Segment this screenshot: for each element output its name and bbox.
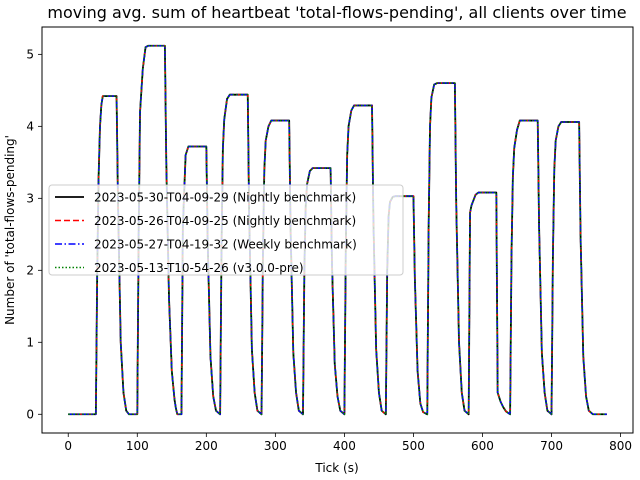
chart-title: moving avg. sum of heartbeat 'total-flow… xyxy=(47,3,626,22)
series-line-4 xyxy=(68,44,607,416)
x-tick-label: 500 xyxy=(402,439,425,453)
y-axis-label: Number of 'total-flows-pending' xyxy=(3,135,17,325)
x-tick-label: 300 xyxy=(264,439,287,453)
legend-frame xyxy=(48,184,404,276)
legend-label-3: 2023-05-27-T04-19-32 (Weekly benchmark) xyxy=(94,238,357,252)
y-axis: 0 1 2 3 4 5 xyxy=(26,47,42,421)
legend: 2023-05-30-T04-09-29 (Nightly benchmark)… xyxy=(48,184,404,276)
y-tick-label: 5 xyxy=(26,47,34,61)
y-tick-label: 0 xyxy=(26,407,34,421)
x-tick-label: 400 xyxy=(333,439,356,453)
legend-label-2: 2023-05-26-T04-09-25 (Nightly benchmark) xyxy=(94,214,356,228)
plot-frame xyxy=(41,26,634,434)
legend-label-1: 2023-05-30-T04-09-29 (Nightly benchmark) xyxy=(94,191,356,205)
x-tick-label: 200 xyxy=(195,439,218,453)
x-axis: 0 100 200 300 400 500 600 700 800 xyxy=(64,433,632,453)
x-tick-label: 100 xyxy=(126,439,149,453)
y-tick-label: 3 xyxy=(26,191,34,205)
x-tick-label: 600 xyxy=(471,439,494,453)
x-tick-label: 800 xyxy=(609,439,632,453)
y-tick-label: 4 xyxy=(26,119,34,133)
y-tick-label: 1 xyxy=(26,335,34,349)
x-tick-label: 700 xyxy=(540,439,563,453)
y-tick-label: 2 xyxy=(26,263,34,277)
series-group xyxy=(68,44,607,416)
x-tick-label: 0 xyxy=(64,439,72,453)
legend-label-4: 2023-05-13-T10-54-26 (v3.0.0-pre) xyxy=(94,261,304,275)
x-axis-label: Tick (s) xyxy=(314,461,358,475)
